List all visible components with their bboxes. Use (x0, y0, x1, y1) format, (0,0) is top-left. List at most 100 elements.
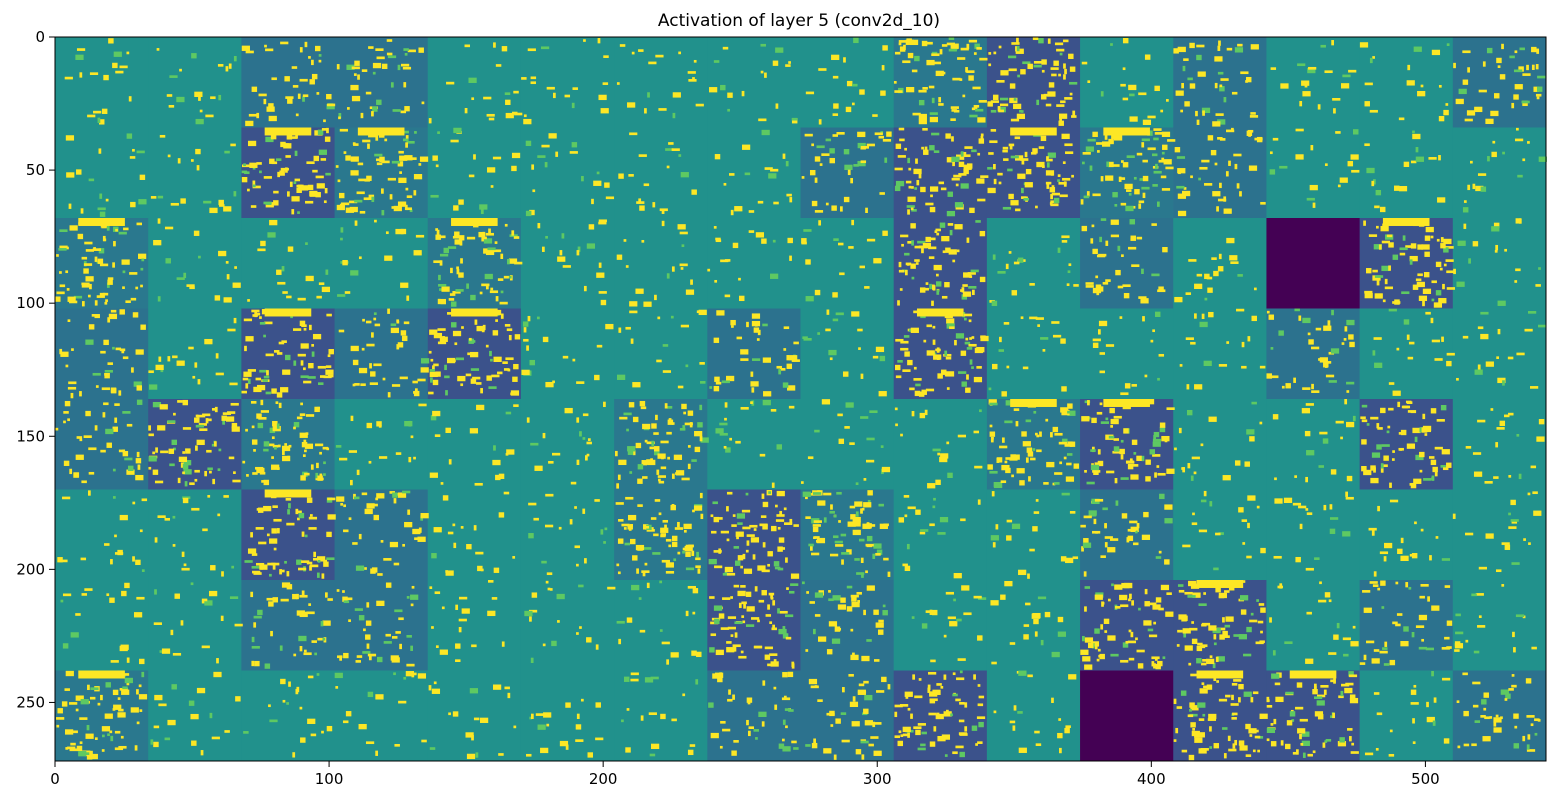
tile-teal (148, 580, 242, 671)
activation-pixel (1493, 717, 1502, 723)
activation-pixel (64, 76, 73, 80)
activation-pixel (932, 505, 936, 509)
activation-pixel (752, 554, 756, 560)
activation-pixel (464, 107, 468, 114)
activation-pixel (413, 174, 423, 180)
activation-pixel (1131, 384, 1137, 387)
activation-pixel (452, 523, 456, 527)
activation-pixel (1380, 580, 1386, 586)
activation-pixel (1120, 392, 1129, 396)
activation-pixel (1519, 47, 1525, 51)
activation-pixel (950, 43, 959, 49)
activation-pixel (201, 645, 210, 649)
activation-pixel (1373, 692, 1380, 695)
activation-pixel (904, 351, 910, 357)
activation-pixel (895, 375, 902, 379)
activation-pixel (1299, 523, 1303, 530)
activation-pixel (1108, 435, 1115, 439)
activation-pixel (477, 565, 483, 572)
activation-pixel (898, 730, 902, 734)
activation-pixel (1522, 73, 1531, 76)
activation-pixel (183, 563, 187, 567)
activation-pixel (1233, 153, 1242, 157)
activation-pixel (1065, 476, 1075, 482)
activation-pixel (595, 644, 599, 650)
activation-pixel (833, 238, 839, 241)
activation-pixel (1033, 61, 1043, 64)
activation-pixel (1127, 528, 1136, 532)
activation-pixel (1329, 528, 1336, 534)
activation-pixel (1144, 374, 1148, 378)
activation-pixel (1403, 626, 1409, 632)
activation-pixel (59, 271, 62, 274)
activation-pixel (1103, 618, 1110, 624)
activation-pixel (730, 596, 733, 599)
activation-pixel (194, 478, 198, 482)
activation-pixel (367, 691, 374, 698)
activation-pixel (1283, 497, 1293, 504)
activation-pixel (1474, 720, 1481, 723)
activation-pixel (286, 571, 290, 577)
activation-pixel (1027, 63, 1033, 70)
activation-pixel (1083, 571, 1087, 577)
activation-pixel (805, 516, 811, 519)
activation-pixel (97, 117, 101, 123)
activation-pixel (1128, 84, 1137, 91)
activation-pixel (1424, 251, 1430, 257)
activation-pixel (987, 464, 993, 470)
activation-pixel (1187, 595, 1196, 598)
activation-pixel (458, 235, 465, 241)
activation-pixel (671, 422, 675, 425)
activation-pixel (110, 309, 117, 313)
activation-pixel (700, 381, 706, 384)
activation-pixel (288, 503, 291, 509)
activation-pixel (1511, 684, 1517, 688)
activation-pixel (233, 56, 237, 62)
activation-pixel (671, 473, 675, 479)
activation-pixel (921, 731, 927, 735)
activation-pixel (1051, 651, 1060, 658)
activation-pixel (908, 167, 912, 171)
activation-pixel (428, 118, 432, 124)
activation-pixel (929, 283, 932, 290)
activation-pixel (317, 560, 321, 563)
activation-pixel (338, 113, 342, 119)
activation-pixel (153, 240, 162, 246)
activation-pixel (264, 663, 271, 669)
activation-pixel (1016, 113, 1026, 119)
tile-cat-mid (800, 489, 895, 581)
activation-pixel (148, 466, 152, 470)
activation-pixel (1099, 653, 1105, 660)
activation-pixel (1528, 542, 1531, 545)
activation-pixel (1006, 519, 1013, 523)
activation-pixel (1363, 220, 1366, 226)
activation-pixel (1060, 338, 1066, 344)
activation-pixel (339, 655, 343, 661)
activation-pixel (598, 262, 602, 268)
activation-pixel (1110, 234, 1120, 238)
activation-pixel (548, 460, 554, 464)
activation-pixel (464, 44, 471, 48)
activation-pixel (627, 449, 634, 455)
activation-pixel (1085, 146, 1094, 152)
activation-pixel (1134, 530, 1138, 534)
activation-pixel (1176, 706, 1183, 709)
activation-pixel (802, 336, 808, 340)
activation-pixel (1072, 556, 1079, 560)
activation-pixel (918, 391, 925, 397)
activation-pixel (851, 601, 860, 608)
activation-pixel (1084, 606, 1087, 612)
activation-pixel (432, 155, 438, 161)
activation-pixel (259, 564, 268, 570)
activation-pixel (933, 726, 937, 732)
activation-pixel (1000, 70, 1009, 76)
activation-pixel (1208, 713, 1217, 720)
activation-pixel (850, 628, 854, 632)
activation-pixel (1392, 621, 1398, 625)
activation-pixel (1052, 426, 1059, 433)
tile-dead (1080, 670, 1174, 762)
activation-pixel (194, 417, 200, 423)
activation-pixel (1087, 138, 1096, 142)
activation-pixel (94, 300, 98, 306)
activation-pixel (324, 559, 328, 563)
